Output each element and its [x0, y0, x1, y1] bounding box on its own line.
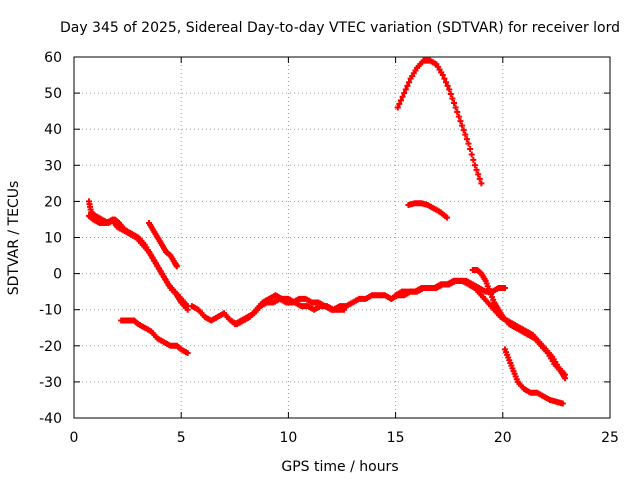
series-arc-2	[146, 220, 180, 270]
data-point	[460, 127, 467, 134]
data-point	[399, 93, 406, 100]
data-point	[447, 91, 454, 98]
data-point	[475, 171, 482, 178]
data-point	[467, 146, 474, 153]
y-tick-label: -10	[39, 303, 62, 319]
series-arc-5	[231, 295, 348, 328]
series-arc-1b	[86, 212, 191, 310]
x-axis-label: GPS time / hours	[281, 459, 398, 475]
x-tick-label: 15	[387, 430, 405, 446]
data-point	[454, 109, 461, 116]
data-point	[341, 306, 348, 313]
data-point	[470, 156, 477, 163]
y-tick-label: 50	[44, 86, 62, 102]
x-tick-label: 0	[70, 430, 79, 446]
data-point	[473, 166, 480, 173]
data-points	[86, 57, 568, 407]
data-point	[452, 104, 459, 111]
data-point	[404, 82, 411, 89]
x-tick-label: 10	[279, 430, 297, 446]
chart-title: Day 345 of 2025, Sidereal Day-to-day VTE…	[60, 20, 620, 36]
data-point	[462, 131, 469, 138]
x-tick-label: 5	[177, 430, 186, 446]
data-point	[457, 118, 464, 125]
y-tick-label: 40	[44, 122, 62, 138]
y-tick-label: 60	[44, 50, 62, 66]
data-point	[406, 79, 412, 86]
series-arc-10	[405, 200, 451, 221]
data-point	[444, 82, 451, 89]
data-point	[561, 375, 568, 382]
x-tick-label: 20	[494, 430, 512, 446]
data-point	[449, 95, 456, 102]
y-tick-label: 0	[53, 267, 62, 283]
series-arc-11	[501, 346, 566, 407]
data-point	[439, 72, 446, 79]
y-tick-label: 10	[44, 231, 62, 247]
data-point	[446, 86, 453, 93]
data-point	[463, 136, 470, 143]
data-point	[184, 350, 191, 357]
data-point	[401, 90, 408, 97]
data-point	[478, 180, 485, 187]
data-point	[451, 100, 458, 107]
data-point	[444, 214, 451, 221]
data-point	[476, 175, 483, 182]
data-point	[559, 400, 566, 407]
data-point	[459, 122, 466, 129]
y-tick-label: -30	[39, 375, 62, 391]
data-point	[394, 104, 401, 111]
data-point	[501, 285, 508, 292]
data-point	[396, 100, 403, 107]
y-axis-label: SDTVAR / TECUs	[6, 181, 22, 296]
data-point	[468, 151, 475, 158]
series-arc-3	[118, 317, 191, 357]
data-point	[455, 113, 462, 120]
data-point	[397, 97, 404, 104]
data-point	[465, 140, 472, 147]
y-tick-label: 20	[44, 194, 62, 210]
y-tick-label: 30	[44, 158, 62, 174]
series-arc-9	[394, 57, 485, 187]
y-tick-label: -40	[39, 411, 62, 427]
x-tick-label: 25	[601, 430, 619, 446]
y-tick-label: -20	[39, 339, 62, 355]
series-arc-8	[469, 266, 568, 382]
plot-frame	[73, 56, 611, 419]
data-point	[441, 75, 448, 82]
data-point	[471, 162, 478, 169]
data-point	[402, 86, 409, 93]
data-point	[173, 263, 180, 270]
data-point	[442, 79, 449, 86]
